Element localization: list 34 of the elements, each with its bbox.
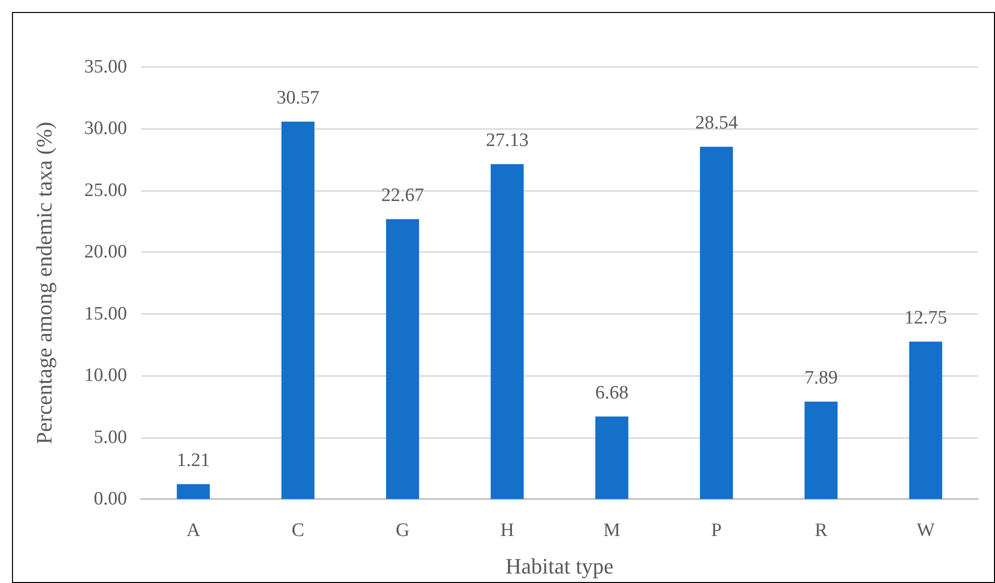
data-label: 12.75 bbox=[904, 308, 948, 329]
y-tick-label: 30.00 bbox=[84, 118, 127, 140]
x-tick-label: R bbox=[814, 520, 828, 541]
y-tick-label: 10.00 bbox=[84, 365, 127, 386]
data-label: 28.54 bbox=[695, 112, 738, 134]
x-axis-title: Habitat type bbox=[505, 554, 614, 578]
x-tick-label: A bbox=[186, 520, 200, 541]
y-tick-label: 15.00 bbox=[84, 303, 127, 324]
data-label: 1.21 bbox=[176, 450, 210, 472]
y-tick-label: 25.00 bbox=[84, 180, 127, 201]
data-label: 7.89 bbox=[804, 368, 838, 389]
bar bbox=[700, 146, 733, 499]
data-label: 27.13 bbox=[486, 130, 529, 152]
x-tick-label: H bbox=[500, 520, 514, 541]
y-tick-label: 20.00 bbox=[84, 242, 127, 263]
data-label: 6.68 bbox=[595, 382, 628, 404]
y-tick-label: 35.00 bbox=[84, 56, 127, 78]
bar bbox=[386, 219, 420, 499]
x-tick-label: G bbox=[396, 520, 410, 541]
bar bbox=[804, 402, 838, 499]
bar bbox=[909, 342, 942, 499]
x-tick-label: W bbox=[916, 520, 935, 541]
y-tick-label: 5.00 bbox=[94, 426, 127, 448]
bar bbox=[595, 416, 628, 499]
bar bbox=[176, 484, 210, 499]
y-axis-title: Percentage among endemic taxa (%) bbox=[32, 122, 56, 444]
bar bbox=[281, 122, 314, 499]
x-tick-label: C bbox=[292, 520, 304, 541]
x-tick-label: M bbox=[603, 520, 620, 541]
y-tick-label: 0.00 bbox=[94, 488, 127, 510]
data-label: 22.67 bbox=[381, 185, 424, 206]
data-label: 30.57 bbox=[276, 88, 320, 109]
bar bbox=[490, 164, 524, 499]
x-tick-label: P bbox=[711, 520, 722, 541]
